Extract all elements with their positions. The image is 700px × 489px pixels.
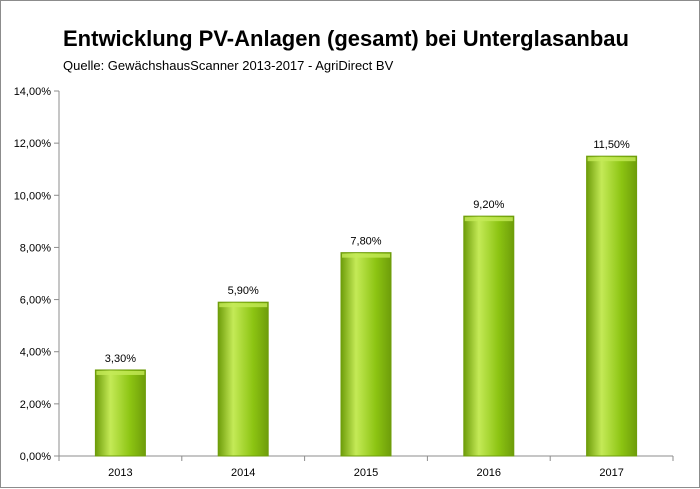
y-tick-label: 6,00% (20, 295, 51, 307)
bar-highlight (342, 253, 390, 258)
data-label: 5,90% (228, 285, 259, 297)
chart-subtitle: Quelle: GewächshausScanner 2013-2017 - A… (63, 58, 394, 73)
bar (340, 252, 392, 457)
bar-highlight (219, 303, 268, 308)
x-tick-label: 2013 (108, 467, 132, 479)
bar (586, 155, 638, 457)
data-label: 9,20% (473, 199, 504, 211)
y-tick-label: 14,00% (14, 86, 52, 98)
x-tick-label: 2016 (477, 467, 501, 479)
y-tick-label: 0,00% (20, 451, 51, 463)
bar-highlight (96, 370, 145, 375)
bar-highlight (587, 157, 636, 162)
y-tick-label: 10,00% (14, 190, 52, 202)
bar-highlight (464, 217, 513, 222)
y-tick-label: 4,00% (20, 347, 51, 359)
bar (217, 301, 269, 457)
data-label: 3,30% (105, 353, 136, 365)
x-tick-label: 2015 (354, 467, 378, 479)
bar (94, 369, 146, 457)
y-tick-label: 8,00% (20, 242, 51, 254)
y-tick-label: 12,00% (14, 138, 52, 150)
x-tick-label: 2017 (599, 467, 623, 479)
chart-title: Entwicklung PV-Anlagen (gesamt) bei Unte… (63, 26, 629, 51)
bar (463, 215, 515, 457)
data-label: 11,50% (593, 139, 630, 151)
y-tick-label: 2,00% (20, 399, 51, 411)
data-label: 7,80% (350, 236, 381, 248)
x-tick-label: 2014 (231, 467, 255, 479)
